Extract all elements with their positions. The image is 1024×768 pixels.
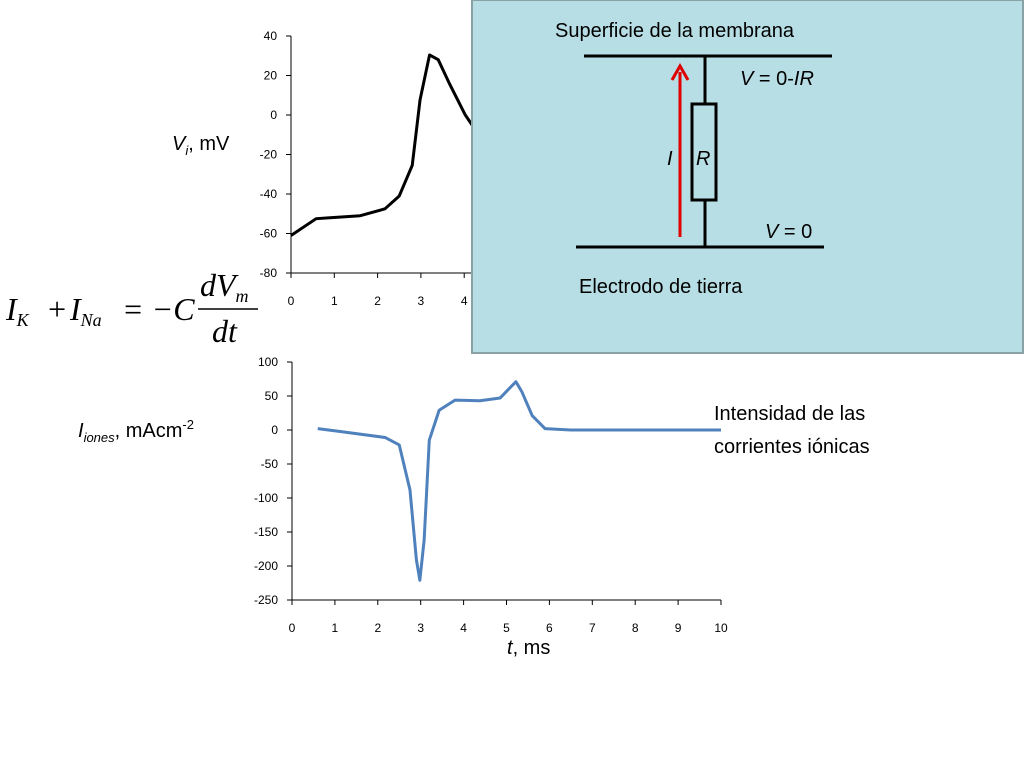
y-tick-label: -50 bbox=[261, 457, 279, 471]
x-tick-label: 1 bbox=[332, 621, 339, 635]
arrow-head bbox=[670, 62, 690, 81]
x-axis-label: t, ms bbox=[507, 637, 550, 659]
symbol: V bbox=[765, 221, 780, 243]
y-tick-label: 50 bbox=[265, 389, 279, 403]
symbol: I bbox=[69, 291, 82, 327]
annotation: corrientes iónicas bbox=[714, 436, 870, 458]
symbol: dV bbox=[200, 267, 239, 303]
y-tick-label: -80 bbox=[260, 266, 278, 280]
data-line bbox=[290, 53, 474, 237]
numerator: dVm bbox=[200, 267, 249, 306]
subscript: Na bbox=[80, 310, 102, 330]
symbol: V bbox=[172, 133, 187, 155]
subscript: i bbox=[185, 143, 189, 158]
x-tick-label: 5 bbox=[503, 621, 510, 635]
y-axis-label: Vi, mV bbox=[172, 133, 230, 158]
data-line bbox=[317, 380, 721, 582]
x-tick-label: 0 bbox=[289, 621, 296, 635]
x-tick-label: 6 bbox=[546, 621, 553, 635]
current-label: I bbox=[667, 148, 673, 170]
unit: , ms bbox=[513, 637, 551, 659]
x-tick-label: 9 bbox=[675, 621, 682, 635]
resistance-label: R bbox=[696, 148, 710, 170]
y-tick-label: -20 bbox=[260, 148, 278, 162]
x-tick-label: 2 bbox=[374, 621, 381, 635]
y-tick-label: -200 bbox=[254, 559, 278, 573]
voltage-label: V = 0 bbox=[765, 221, 812, 243]
subscript: iones bbox=[84, 430, 116, 445]
y-tick-label: 20 bbox=[264, 69, 278, 83]
symbol: IR bbox=[794, 68, 814, 90]
x-tick-label: 10 bbox=[714, 621, 728, 635]
symbol: I bbox=[78, 420, 84, 442]
operator: + bbox=[46, 291, 68, 327]
x-tick-label: 3 bbox=[417, 621, 424, 635]
text: = 0 bbox=[778, 221, 812, 243]
y-tick-label: 100 bbox=[258, 355, 278, 369]
x-tick-label: 8 bbox=[632, 621, 639, 635]
y-tick-label: 0 bbox=[271, 423, 278, 437]
voltage-label: V = 0-IR bbox=[740, 68, 814, 90]
term: INa bbox=[69, 291, 102, 330]
ground-label: Electrodo de tierra bbox=[579, 276, 743, 298]
x-tick-label: 4 bbox=[460, 621, 467, 635]
x-tick-label: 1 bbox=[331, 294, 338, 308]
x-tick-label: 2 bbox=[374, 294, 381, 308]
diagram-box bbox=[471, 0, 1024, 354]
symbol: V bbox=[740, 68, 755, 90]
unit: , mAcm bbox=[115, 420, 183, 442]
diagram-title: Superficie de la membrana bbox=[555, 20, 795, 42]
circuit-diagram: Superficie de la membrana V = 0-IR I R V… bbox=[471, 0, 1024, 354]
y-tick-label: -40 bbox=[260, 187, 278, 201]
denominator: dt bbox=[212, 313, 238, 349]
y-tick-label: -100 bbox=[254, 491, 278, 505]
x-tick-label: 7 bbox=[589, 621, 596, 635]
y-tick-label: 0 bbox=[270, 108, 277, 122]
unit: , mV bbox=[188, 133, 230, 155]
subscript: m bbox=[236, 286, 249, 306]
y-axis-label: Iiones, mAcm-2 bbox=[78, 417, 194, 445]
subscript: K bbox=[16, 310, 30, 330]
x-tick-label: 4 bbox=[461, 294, 468, 308]
x-tick-label: 3 bbox=[418, 294, 425, 308]
y-tick-label: -150 bbox=[254, 525, 278, 539]
operator: = −C bbox=[122, 291, 195, 327]
y-tick-label: 40 bbox=[264, 29, 278, 43]
annotation: Intensidad de las bbox=[714, 403, 865, 425]
exponent: -2 bbox=[182, 417, 194, 432]
symbol: I bbox=[5, 291, 18, 327]
text: = 0- bbox=[753, 68, 794, 90]
term: IK bbox=[5, 291, 30, 330]
symbol: t bbox=[507, 637, 514, 659]
y-tick-label: -60 bbox=[260, 227, 278, 241]
y-tick-label: -250 bbox=[254, 593, 278, 607]
equation: IK + INa = −C dVm dt bbox=[5, 267, 258, 349]
x-tick-label: 0 bbox=[288, 294, 295, 308]
